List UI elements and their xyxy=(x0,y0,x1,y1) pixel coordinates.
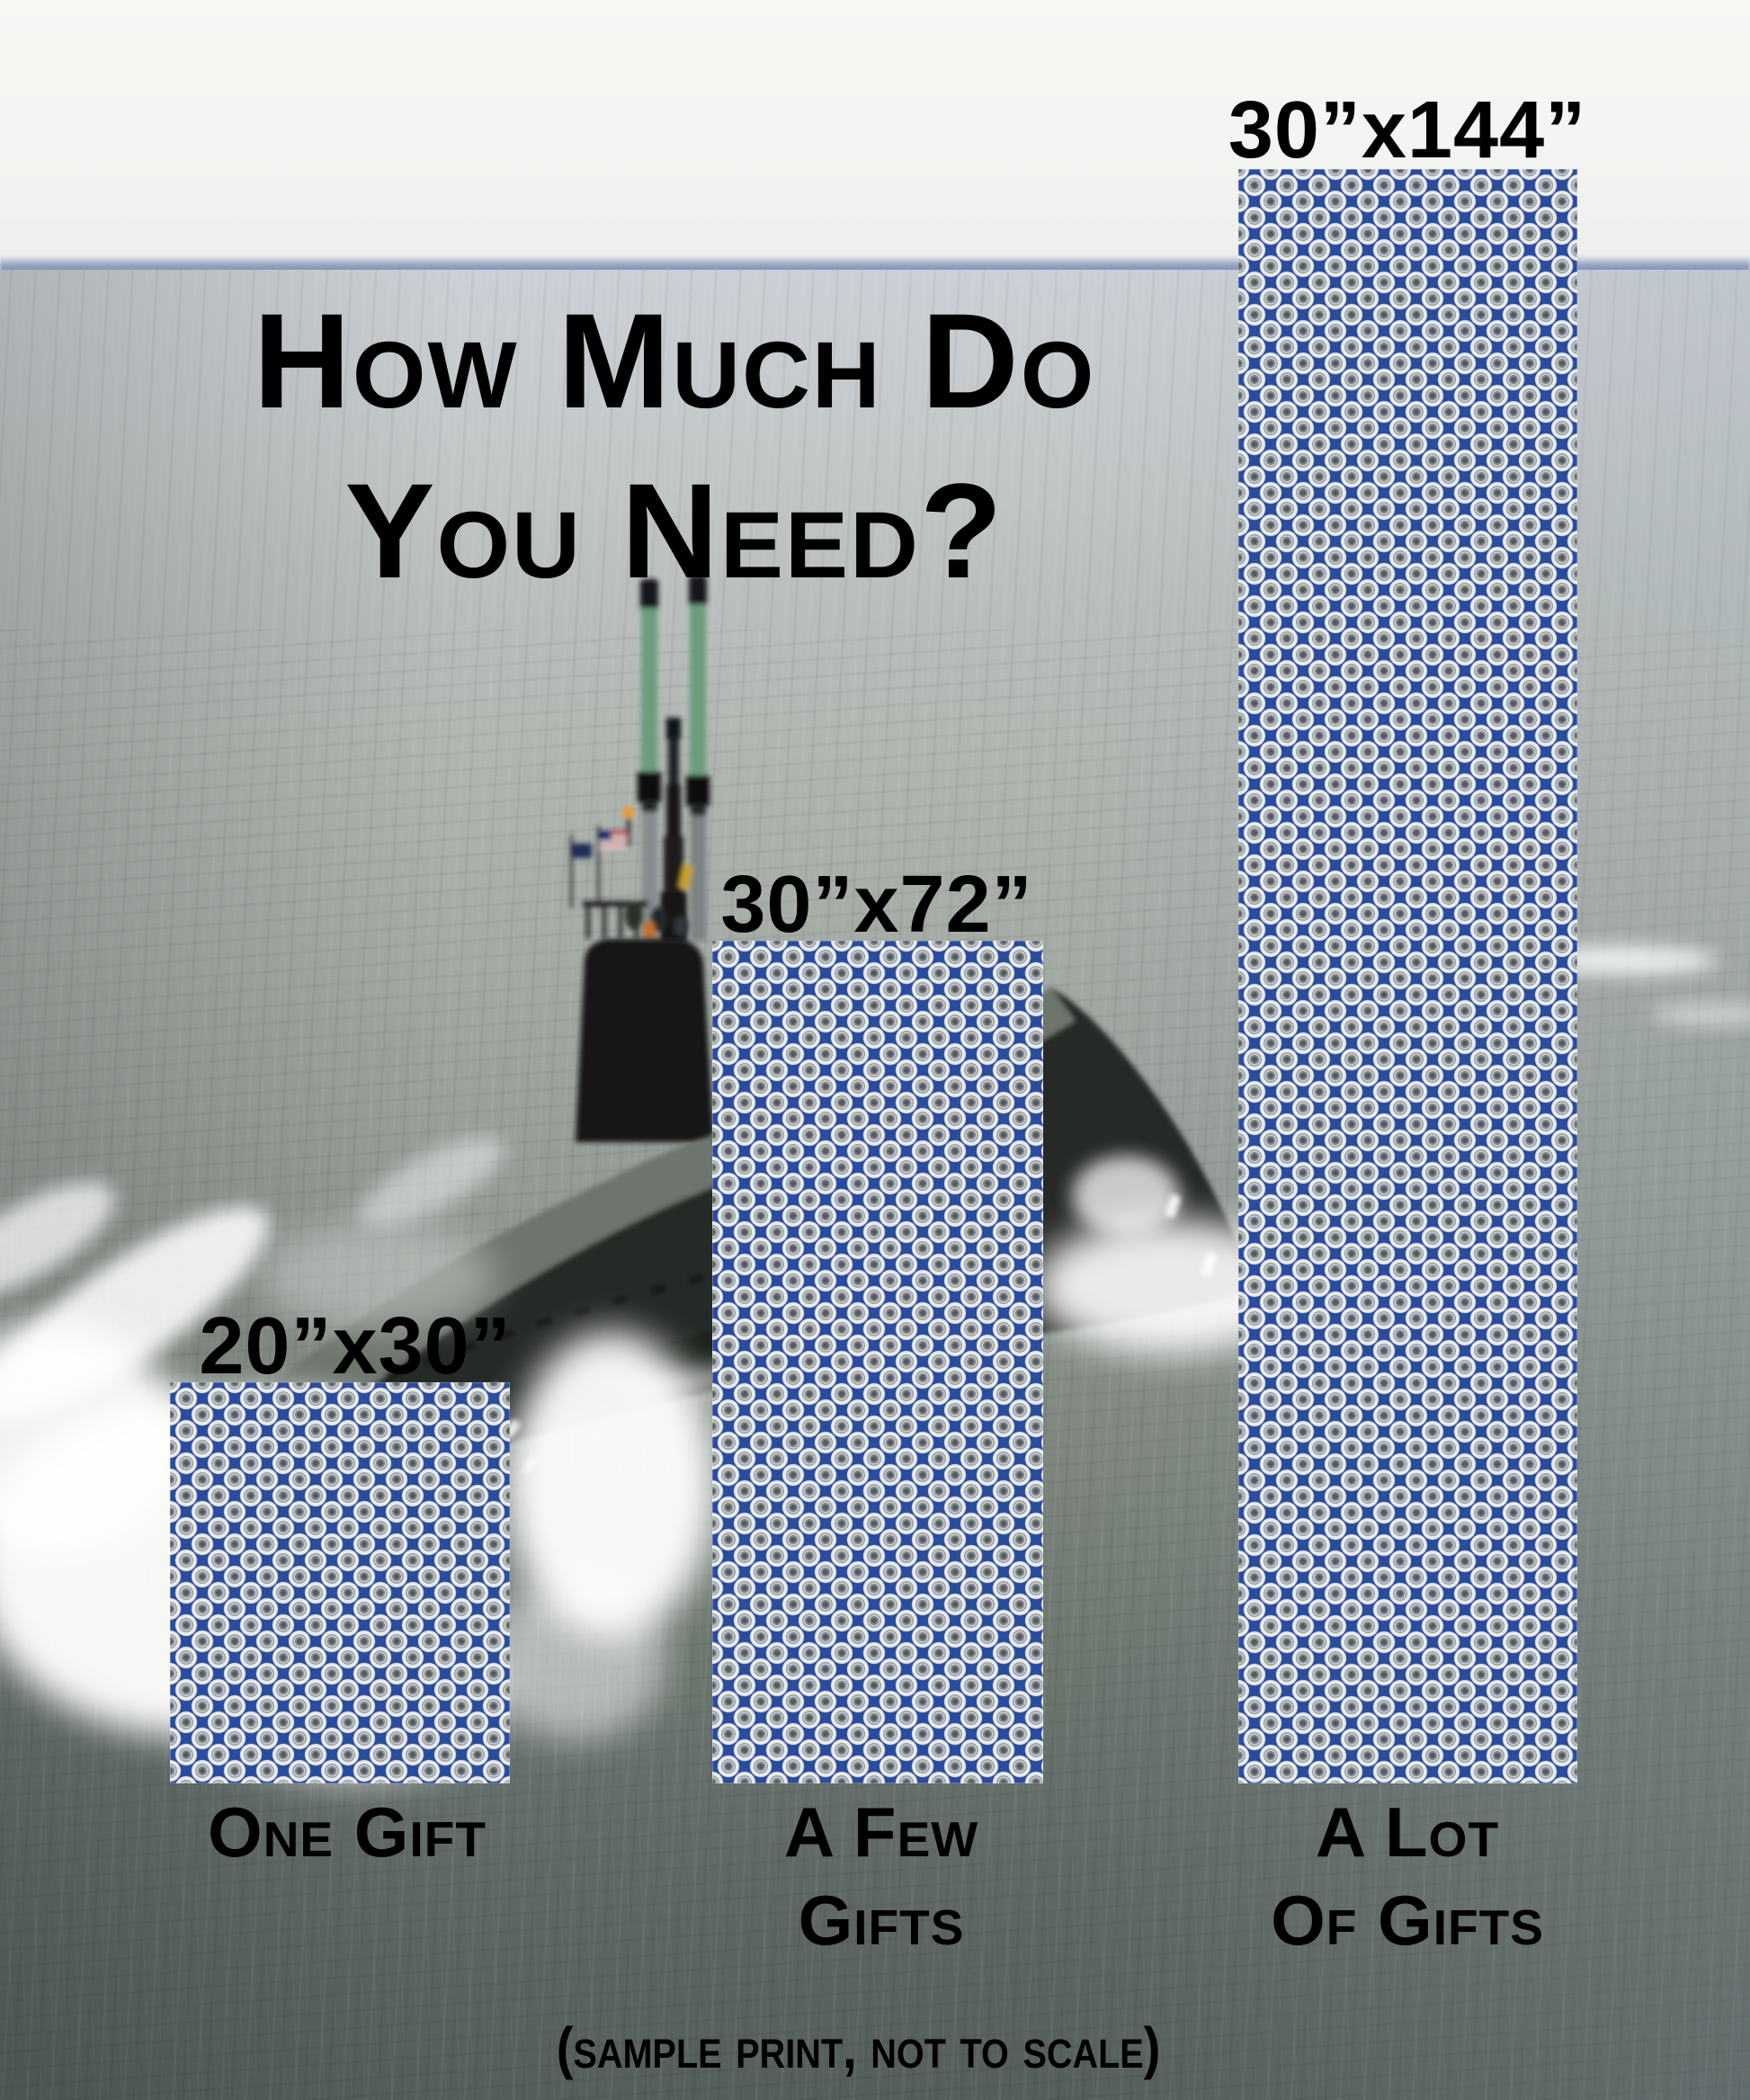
bridge-flags xyxy=(570,807,688,939)
crew-figure xyxy=(674,916,688,937)
sample-print-footnote: (sample print, not to scale) xyxy=(0,2015,1718,2081)
title-line-1: How Much Do xyxy=(253,284,1096,436)
footnote-text: (sample print, not to scale) xyxy=(557,2015,1161,2080)
wrapping-paper-swatch-30x72 xyxy=(712,941,1043,1783)
crew-figure xyxy=(651,907,667,932)
crew-figure xyxy=(625,901,643,930)
usage-line-1: A Lot xyxy=(1315,1792,1500,1872)
usage-label-a-lot-of-gifts: A Lot Of Gifts xyxy=(1228,1788,1587,1965)
masthead-light-icon xyxy=(623,807,634,818)
title-line-2: You Need? xyxy=(344,454,1004,606)
size-label-30x72: 30”x72” xyxy=(720,860,1033,950)
page-title: How Much Do You Need? xyxy=(0,276,1349,616)
submarine-sail xyxy=(576,939,714,1142)
usage-line-2: Gifts xyxy=(798,1881,965,1961)
size-label-20x30: 20”x30” xyxy=(199,1301,512,1391)
wrapping-paper-swatch-30x144 xyxy=(1238,169,1577,1783)
size-label-30x144: 30”x144” xyxy=(1228,85,1587,175)
usage-label-one-gift: One Gift xyxy=(167,1788,527,1876)
usage-label-a-few-gifts: A Few Gifts xyxy=(701,1788,1061,1965)
usage-line-2: Of Gifts xyxy=(1271,1881,1544,1961)
wrapping-paper-swatch-20x30 xyxy=(170,1382,510,1783)
crew-figure xyxy=(644,923,655,939)
usage-line-1: One Gift xyxy=(208,1792,487,1872)
usage-line-1: A Few xyxy=(783,1792,979,1872)
